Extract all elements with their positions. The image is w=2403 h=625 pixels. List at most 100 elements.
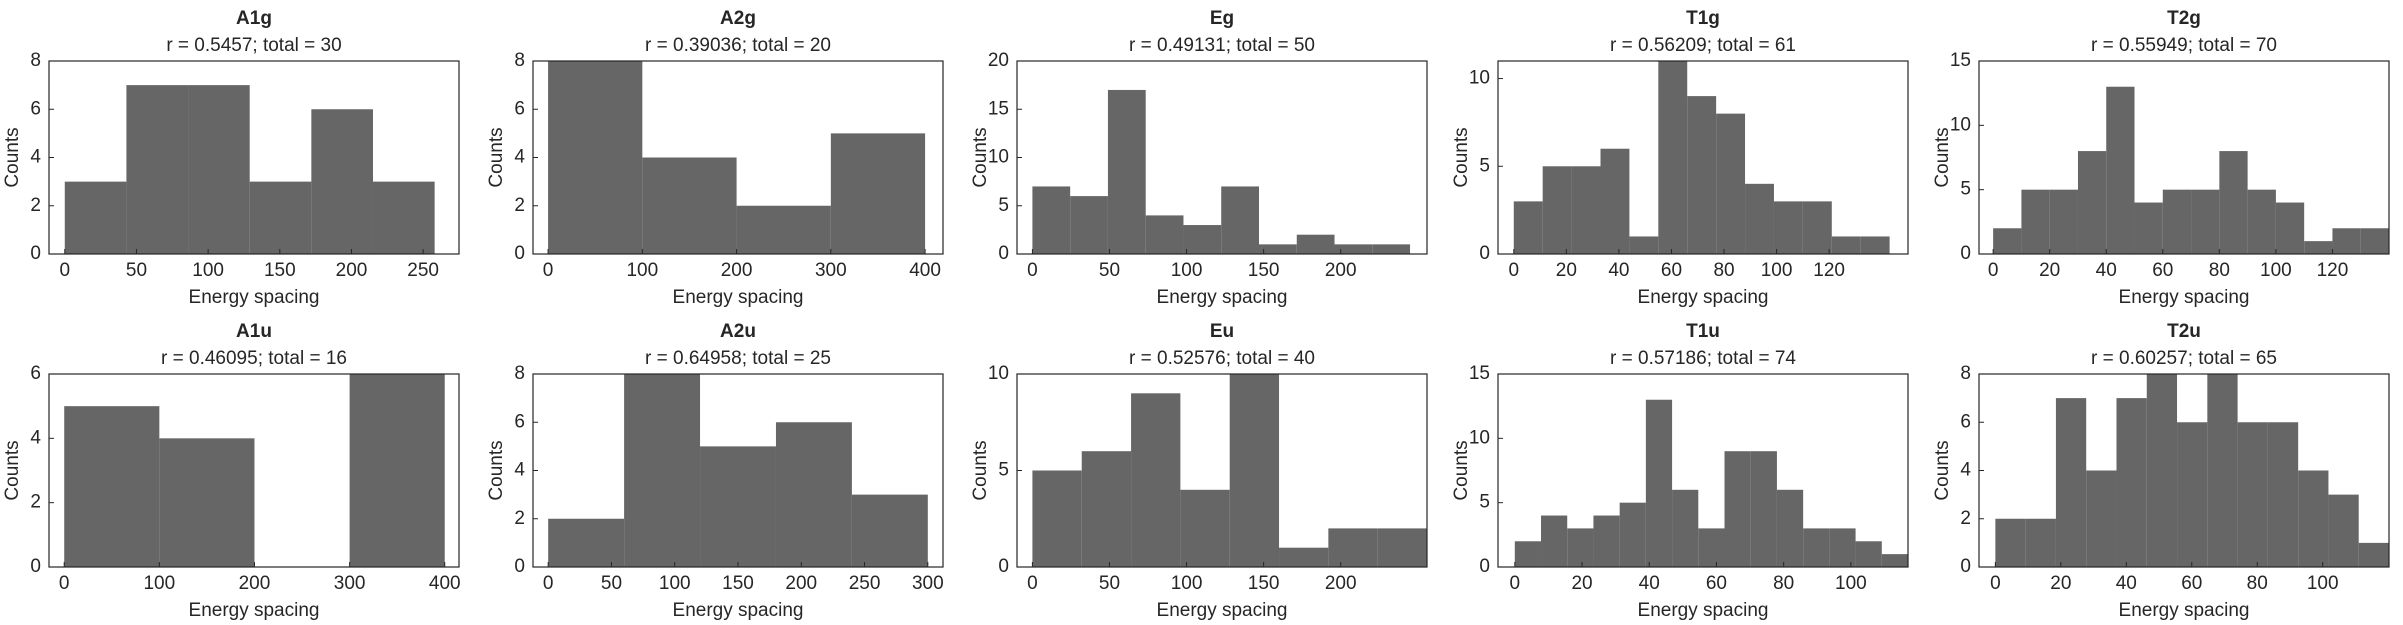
x-tick-label: 40 [2116, 573, 2137, 594]
x-axis-label: Energy spacing [2119, 287, 2250, 308]
x-tick-label: 0 [1510, 573, 1521, 594]
x-tick-label: 400 [909, 260, 941, 281]
bar [2106, 86, 2135, 254]
bar [1567, 528, 1594, 567]
x-tick-label: 0 [1027, 573, 1038, 594]
bar [159, 438, 255, 567]
y-axis-label: Counts [1451, 440, 1472, 500]
bar [1070, 196, 1108, 254]
y-tick-label: 6 [514, 98, 525, 119]
chart-subtitle: r = 0.55949; total = 70 [2091, 35, 2277, 56]
histogram-panel: 0 50 100 150 200 250 0 2 4 6 8 Energy spacing Counts… [2, 8, 460, 308]
y-axis-label: Counts [1932, 127, 1953, 187]
bar [1831, 236, 1861, 254]
bar [736, 205, 831, 254]
bar [1802, 201, 1832, 254]
chart-subtitle: r = 0.64958; total = 25 [645, 348, 831, 369]
y-tick-label: 6 [30, 98, 41, 119]
bar [2358, 542, 2389, 567]
chart-subtitle: r = 0.46095; total = 16 [161, 348, 347, 369]
y-tick-label: 2 [514, 508, 525, 529]
chart-title: A1u [236, 321, 272, 342]
y-tick-label: 10 [988, 363, 1009, 384]
x-tick-label: 200 [1325, 573, 1357, 594]
bar [2134, 202, 2163, 254]
x-tick-label: 100 [192, 260, 224, 281]
x-tick-label: 20 [1556, 260, 1577, 281]
chart-title: A2u [720, 321, 756, 342]
bar [64, 181, 127, 254]
bar [1750, 451, 1777, 567]
x-tick-label: 150 [1248, 260, 1280, 281]
x-axis-label: Energy spacing [1638, 287, 1769, 308]
y-tick-label: 0 [30, 243, 41, 264]
bar [1645, 399, 1673, 567]
x-tick-label: 100 [1835, 573, 1867, 594]
chart-subtitle: r = 0.52576; total = 40 [1129, 348, 1315, 369]
bar [372, 181, 435, 254]
x-tick-label: 100 [659, 573, 691, 594]
bar [642, 157, 737, 254]
y-tick-label: 5 [1479, 155, 1490, 176]
bar [1296, 234, 1335, 254]
x-tick-label: 150 [264, 260, 296, 281]
bar [1803, 528, 1830, 567]
bar [775, 422, 852, 567]
x-axis-label: Energy spacing [189, 600, 320, 621]
bar [1571, 166, 1601, 254]
y-tick-label: 0 [1479, 556, 1490, 577]
bar [2146, 374, 2178, 567]
y-tick-label: 8 [30, 50, 41, 71]
chart-subtitle: r = 0.60257; total = 65 [2091, 348, 2277, 369]
bar [1829, 528, 1856, 567]
x-axis-label: Energy spacing [1638, 600, 1769, 621]
y-tick-label: 2 [514, 195, 525, 216]
x-axis-label: Energy spacing [189, 287, 320, 308]
histogram-panel: 0 20 40 60 80 100 0 2 4 6 8 Energy spacing Counts T2u… [1932, 321, 2390, 621]
y-tick-label: 0 [998, 556, 1009, 577]
y-axis-label: Counts [2, 440, 23, 500]
bar [1698, 528, 1725, 567]
histogram-panel: 0 100 200 300 400 0 2 4 6 Energy spacing Counts A1u… [2, 321, 461, 621]
bar [2219, 151, 2248, 254]
y-tick-label: 4 [30, 427, 41, 448]
bar [1541, 515, 1568, 567]
bar [2116, 398, 2147, 567]
x-tick-label: 40 [1639, 573, 1660, 594]
x-tick-label: 100 [2307, 573, 2339, 594]
bar [2298, 470, 2329, 567]
y-tick-label: 0 [1960, 243, 1971, 264]
x-tick-label: 0 [59, 573, 70, 594]
y-tick-label: 0 [998, 243, 1009, 264]
bar [2304, 241, 2333, 254]
y-tick-label: 20 [988, 50, 1009, 71]
x-tick-label: 0 [1988, 260, 1999, 281]
bar [2021, 189, 2050, 254]
bar [1131, 393, 1181, 567]
bar [2086, 470, 2117, 567]
bar [2025, 518, 2056, 567]
x-tick-label: 200 [721, 260, 753, 281]
x-tick-label: 100 [2260, 260, 2292, 281]
chart-subtitle: r = 0.49131; total = 50 [1129, 35, 1315, 56]
bar [1724, 451, 1751, 567]
bar [249, 181, 312, 254]
y-tick-label: 2 [1960, 508, 1971, 529]
histogram-panel: 0 100 200 300 400 0 2 4 6 8 Energy spacing Counts A2… [486, 8, 944, 308]
x-tick-label: 60 [1661, 260, 1682, 281]
bar [2055, 398, 2087, 567]
x-tick-label: 50 [126, 260, 147, 281]
bar [1716, 113, 1746, 255]
bar [2328, 494, 2359, 567]
bar [624, 374, 701, 567]
y-tick-label: 0 [514, 556, 525, 577]
x-tick-label: 60 [1706, 573, 1727, 594]
bar [830, 133, 926, 254]
x-tick-label: 200 [239, 573, 271, 594]
bar [851, 494, 928, 567]
x-tick-label: 0 [1508, 260, 1519, 281]
bar [1881, 554, 1908, 567]
chart-subtitle: r = 0.57186; total = 74 [1610, 348, 1796, 369]
y-tick-label: 0 [514, 243, 525, 264]
y-axis-label: Counts [2, 127, 23, 187]
